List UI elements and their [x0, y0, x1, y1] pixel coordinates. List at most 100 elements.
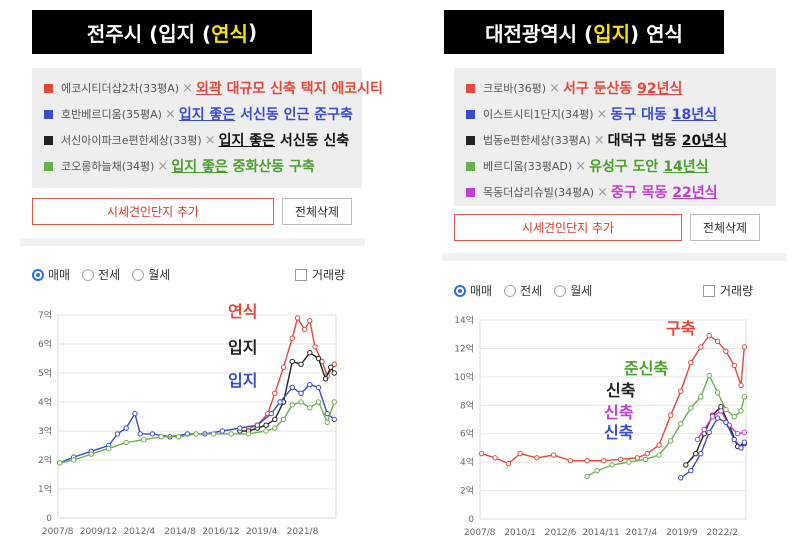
- series-point: [307, 381, 313, 388]
- x-tick-label: 2019/4: [246, 527, 278, 537]
- left-radio-jeonse-label: 전세: [98, 268, 121, 282]
- y-tick-label: 0: [468, 515, 474, 525]
- remove-icon[interactable]: ×: [596, 106, 608, 122]
- series-point: [298, 361, 304, 368]
- series-point: [289, 358, 295, 365]
- series-point: [741, 394, 748, 400]
- series-point: [731, 362, 737, 369]
- remove-icon[interactable]: ×: [157, 158, 169, 174]
- right-separator: [442, 253, 787, 261]
- series-point: [331, 399, 337, 405]
- left-volume-checkbox[interactable]: [295, 268, 307, 281]
- series-point: [219, 428, 226, 434]
- series-point: [277, 399, 283, 405]
- right-volume-toggle[interactable]: 거래량: [703, 282, 753, 299]
- series-point: [550, 452, 557, 458]
- series-point: [634, 455, 640, 461]
- right-add-complex-button[interactable]: 시세견인단지 추가: [454, 214, 682, 241]
- remove-icon[interactable]: ×: [597, 184, 608, 200]
- series-point: [594, 467, 600, 474]
- series-point: [698, 344, 704, 350]
- series-point: [324, 419, 330, 426]
- right-trade-type-radios: 매매 전세 월세: [454, 282, 604, 299]
- series-point: [609, 462, 615, 468]
- right-legend-item[interactable]: 베르디움(33평AD) × 유성구 도안 14년식: [466, 156, 709, 176]
- right-legend-item[interactable]: 이스트시티1단지(34평) × 동구 대동 18년식: [466, 104, 717, 124]
- left-radio-sale-label: 매매: [48, 268, 71, 282]
- series-point: [668, 438, 674, 444]
- series-color-swatch: [44, 109, 53, 119]
- left-panel: 전주시 (입지 ( 연식) 에코시티더샵2차(33평A) × 외곽 대규모 신축 택…: [0, 0, 390, 555]
- legend-annotation: 외곽 대규모 신축 택지 에코시티: [195, 81, 383, 97]
- right-radio-sale[interactable]: [454, 284, 466, 297]
- left-delete-all-button[interactable]: 전체삭제: [282, 198, 352, 225]
- right-legend-item[interactable]: 크로바(36평) × 서구 둔산동 92년식: [466, 78, 682, 98]
- remove-icon[interactable]: ×: [164, 106, 176, 122]
- right-radio-jeonse[interactable]: [504, 284, 517, 297]
- left-radio-jeonse[interactable]: [82, 268, 95, 281]
- series-point: [280, 364, 287, 370]
- legend-complex-name: 에코시티더샵2차(33평A): [61, 82, 180, 95]
- series-point: [272, 425, 278, 431]
- series-color-swatch: [466, 161, 475, 171]
- series-point: [584, 473, 590, 480]
- series-point: [289, 335, 295, 341]
- remove-icon[interactable]: ×: [593, 132, 605, 148]
- y-tick-label: 10억: [454, 371, 474, 383]
- left-add-complex-button[interactable]: 시세견인단지 추가: [32, 198, 274, 225]
- series-point: [298, 390, 304, 397]
- series-point: [741, 439, 748, 445]
- y-tick-label: 12억: [454, 342, 474, 354]
- series-point: [656, 442, 662, 448]
- right-legend-item[interactable]: 목동더샵리슈빌(34평A) × 중구 목동 22년식: [466, 182, 718, 202]
- left-legend-item[interactable]: 코오롱하늘채(34평) × 입지 좋은 중화산동 구축: [44, 156, 315, 176]
- series-point: [328, 364, 334, 370]
- series-point: [272, 390, 278, 397]
- right-delete-all-button[interactable]: 전체삭제: [690, 214, 760, 241]
- remove-icon[interactable]: ×: [182, 80, 193, 96]
- remove-icon[interactable]: ×: [549, 80, 560, 96]
- left-volume-label: 거래량: [312, 268, 346, 282]
- x-tick-label: 2017/4: [626, 528, 658, 538]
- series-point: [714, 389, 721, 396]
- series-point: [331, 370, 337, 376]
- series-point: [706, 429, 712, 435]
- series-point: [158, 434, 164, 440]
- series-point: [738, 382, 744, 389]
- right-radio-monthly[interactable]: [554, 284, 567, 297]
- left-radio-sale[interactable]: [32, 268, 44, 281]
- right-volume-label: 거래량: [720, 284, 754, 298]
- left-volume-toggle[interactable]: 거래량: [295, 266, 345, 283]
- legend-annotation: 입지 좋은 서신동 신축: [218, 133, 350, 149]
- chart-annotation: 신축: [606, 381, 636, 400]
- left-legend-item[interactable]: 서신아이파크e편한세상(33평) × 입지 좋은 서신동 신축: [44, 130, 349, 150]
- remove-icon[interactable]: ×: [204, 132, 216, 148]
- remove-icon[interactable]: ×: [575, 158, 587, 174]
- right-volume-checkbox[interactable]: [703, 284, 715, 297]
- series-color-swatch: [44, 83, 53, 93]
- series-point: [289, 402, 295, 408]
- left-title: 전주시 (입지 ( 연식): [32, 10, 312, 54]
- series-point: [263, 428, 269, 434]
- plot-area: [57, 314, 337, 519]
- series-point: [315, 384, 322, 391]
- series-point: [723, 419, 729, 426]
- legend-annotation: 입지 좋은 중화산동 구축: [171, 159, 315, 175]
- right-title: 대전광역시 (입지 ) 연식: [444, 10, 724, 54]
- y-tick-label: 4억: [460, 456, 474, 468]
- series-point: [698, 394, 704, 400]
- series-color-swatch: [466, 109, 475, 119]
- series-line: [586, 373, 745, 478]
- legend-annotation: 서구 둔산동 92년식: [562, 81, 683, 97]
- left-legend-item[interactable]: 호반베르디움(35평A) × 입지 좋은 서신동 인근 준구축: [44, 104, 353, 124]
- series-point: [741, 344, 748, 350]
- series-point: [71, 457, 77, 463]
- series-point: [701, 426, 707, 433]
- x-tick-label: 2021/8: [287, 527, 319, 537]
- left-legend-item[interactable]: 에코시티더샵2차(33평A) × 외곽 대규모 신축 택지 에코시티: [44, 78, 383, 98]
- series-point: [137, 431, 143, 437]
- left-radio-monthly[interactable]: [132, 268, 145, 281]
- series-point: [694, 436, 701, 443]
- right-legend-item[interactable]: 법동e편한세상(33평A) × 대덕구 법동 20년식: [466, 130, 727, 150]
